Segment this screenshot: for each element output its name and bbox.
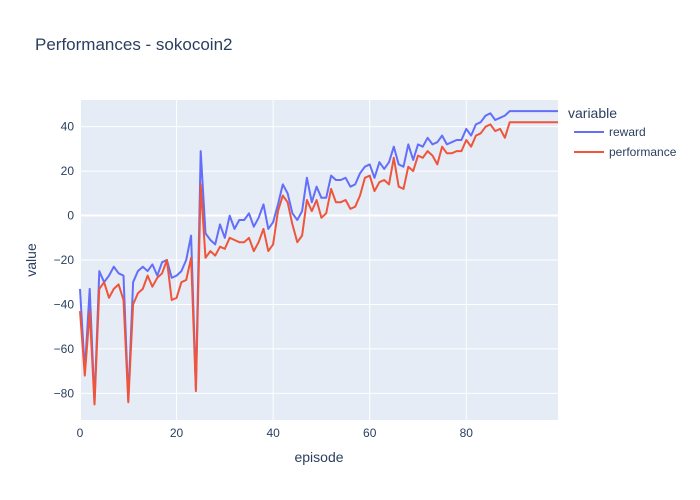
y-tick-label: −60 xyxy=(54,342,75,356)
y-tick-label: −40 xyxy=(54,297,75,311)
legend[interactable]: variable reward performance xyxy=(568,105,677,159)
y-tick-label: −20 xyxy=(54,253,75,267)
y-tick-label: −80 xyxy=(54,386,75,400)
tick-labels: 0 20 40 60 80 −80 −60 −40 −20 0 20 40 xyxy=(54,120,474,440)
legend-label-performance: performance xyxy=(609,145,677,159)
x-tick-label: 20 xyxy=(170,426,184,440)
series-line-performance xyxy=(79,121,558,406)
x-tick-label: 80 xyxy=(460,426,474,440)
x-tick-label: 60 xyxy=(363,426,377,440)
series-lines xyxy=(79,110,558,406)
chart-title: Performances - sokocoin2 xyxy=(35,35,232,54)
x-tick-label: 0 xyxy=(77,426,84,440)
series-line-reward xyxy=(79,110,558,404)
y-tick-label: 40 xyxy=(61,120,75,134)
x-axis-title: episode xyxy=(294,449,343,465)
y-tick-label: 20 xyxy=(61,164,75,178)
legend-label-reward: reward xyxy=(609,125,646,139)
legend-items[interactable]: reward performance xyxy=(574,125,677,159)
x-tick-label: 40 xyxy=(266,426,280,440)
grid-lines xyxy=(79,100,558,420)
y-tick-label: 0 xyxy=(67,209,74,223)
y-axis-title: value xyxy=(23,243,39,277)
legend-title: variable xyxy=(568,105,617,121)
